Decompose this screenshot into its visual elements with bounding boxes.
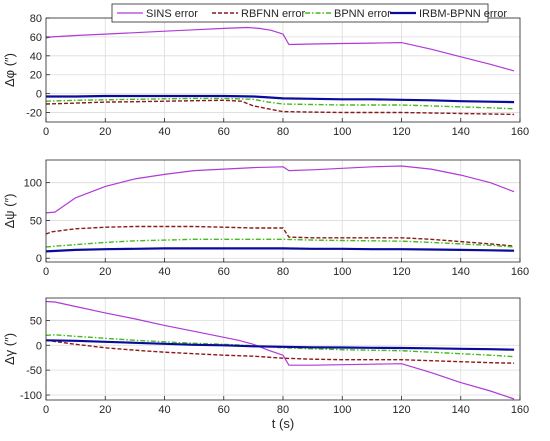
series-line-irbm-bpnn-error: [46, 94, 515, 104]
y-tick-label: 0: [36, 253, 42, 265]
series-line-irbm-bpnn-error: [46, 247, 515, 253]
series-line-sins-error: [46, 300, 515, 400]
y-tick-label: -50: [26, 365, 42, 377]
y-tick-label: -20: [26, 108, 42, 120]
x-tick-label: 60: [218, 404, 230, 416]
x-tick-label: 40: [158, 404, 170, 416]
legend: SINS error RBFNN error BPNN error IRBM-BPNN…: [111, 3, 507, 23]
x-tick-label: 60: [218, 126, 230, 138]
panel-3: 0 20 40 60 80 100 120 140 160 -100 -50 0 50 Δγ (″): [2, 297, 529, 416]
x-tick-label: 160: [511, 266, 529, 278]
x-tick-label: 120: [392, 126, 410, 138]
x-tick-label: 140: [452, 126, 470, 138]
x-tick-label: 160: [511, 404, 529, 416]
x-tick-label: 80: [277, 266, 289, 278]
y-tick-label: 0: [36, 340, 42, 352]
x-tick-label: 80: [277, 126, 289, 138]
y-tick-label: 100: [24, 178, 42, 190]
x-tick-label: 100: [333, 126, 351, 138]
y-tick-label: 50: [30, 215, 42, 227]
x-tick-label: 20: [99, 266, 111, 278]
y-axis-label: Δγ (″): [2, 333, 17, 365]
x-tick-label: 100: [333, 266, 351, 278]
y-axis-label: Δφ (″): [2, 53, 17, 87]
x-tick-label: 0: [43, 404, 49, 416]
legend-box: [111, 3, 489, 23]
y-tick-label: 20: [30, 70, 42, 82]
x-tick-label: 40: [158, 126, 170, 138]
x-tick-label: 140: [452, 404, 470, 416]
y-tick-label: 60: [30, 32, 42, 44]
series-line-bpnn-error: [46, 97, 515, 110]
x-tick-label: 120: [392, 266, 410, 278]
x-axis-label: t (s): [272, 416, 294, 431]
y-tick-label: -100: [20, 390, 42, 402]
x-tick-label: 20: [99, 404, 111, 416]
series-line-sins-error: [46, 165, 515, 214]
legend-label: SINS error: [146, 8, 198, 20]
x-tick-label: 40: [158, 266, 170, 278]
x-tick-label: 120: [392, 404, 410, 416]
y-tick-label: 50: [30, 315, 42, 327]
series-line-sins-error: [46, 26, 515, 72]
series-line-rbfnn-error: [46, 339, 515, 364]
legend-label: BPNN error: [334, 8, 391, 20]
x-tick-label: 140: [452, 266, 470, 278]
x-tick-label: 100: [333, 404, 351, 416]
y-tick-label: 80: [30, 13, 42, 25]
series-line-rbfnn-error: [46, 99, 515, 116]
y-tick-label: 40: [30, 51, 42, 63]
series-line-rbfnn-error: [46, 225, 515, 247]
x-tick-label: 160: [511, 126, 529, 138]
x-tick-label: 60: [218, 266, 230, 278]
series-line-irbm-bpnn-error: [46, 339, 515, 351]
panel-2: 0 20 40 60 80 100 120 140 160 0 50 100 Δψ (″): [2, 159, 529, 278]
x-tick-label: 20: [99, 126, 111, 138]
legend-label: IRBM-BPNN error: [419, 8, 507, 20]
y-tick-label: 0: [36, 89, 42, 101]
x-tick-label: 80: [277, 404, 289, 416]
x-tick-label: 0: [43, 126, 49, 138]
legend-label: RBFNN error: [241, 8, 306, 20]
x-tick-label: 0: [43, 266, 49, 278]
y-axis-label: Δψ (″): [2, 194, 17, 229]
